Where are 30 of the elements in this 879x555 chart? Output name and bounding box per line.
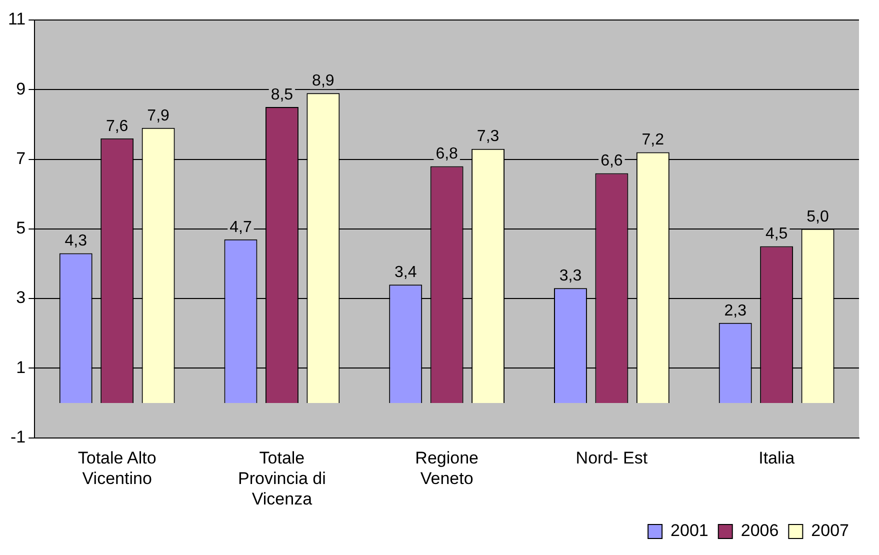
x-tick-label: Totale Provincia di Vicenza (238, 448, 326, 508)
data-label: 4,5 (765, 226, 788, 243)
y-tick-label: 1 (16, 358, 26, 377)
y-tick-label: 11 (8, 10, 26, 29)
legend-label: 2007 (811, 521, 850, 540)
data-label: 3,3 (559, 267, 582, 284)
y-tick-label: -1 (10, 427, 26, 446)
y-tick-label: 5 (16, 218, 26, 238)
data-label: 6,8 (436, 146, 458, 163)
y-tick-label: 7 (16, 148, 26, 168)
data-label: 7,2 (642, 132, 664, 149)
y-tick-label: 3 (16, 288, 26, 308)
x-tick-label: Italia (758, 448, 796, 468)
data-label: 6,6 (600, 152, 623, 170)
data-label: 5,0 (806, 208, 829, 226)
data-label: 4,7 (230, 218, 252, 236)
data-label: 4,3 (64, 232, 88, 250)
data-label: 8,5 (270, 86, 294, 104)
data-label: 7,6 (106, 118, 128, 135)
y-tick-label: 9 (16, 79, 26, 98)
data-label: 3,4 (394, 264, 417, 282)
data-label: 7,9 (147, 107, 170, 124)
x-tick-label: Nord- Est (576, 448, 648, 468)
data-label: 8,9 (312, 72, 334, 90)
x-tick-label: Regione Veneto (415, 448, 478, 488)
legend-label: 2001 (670, 521, 708, 540)
data-label: 2,3 (724, 302, 747, 320)
legend-label: 2006 (740, 521, 779, 540)
x-tick-label: Totale Alto Vicentino (78, 448, 156, 488)
data-label: 7,3 (476, 128, 500, 146)
